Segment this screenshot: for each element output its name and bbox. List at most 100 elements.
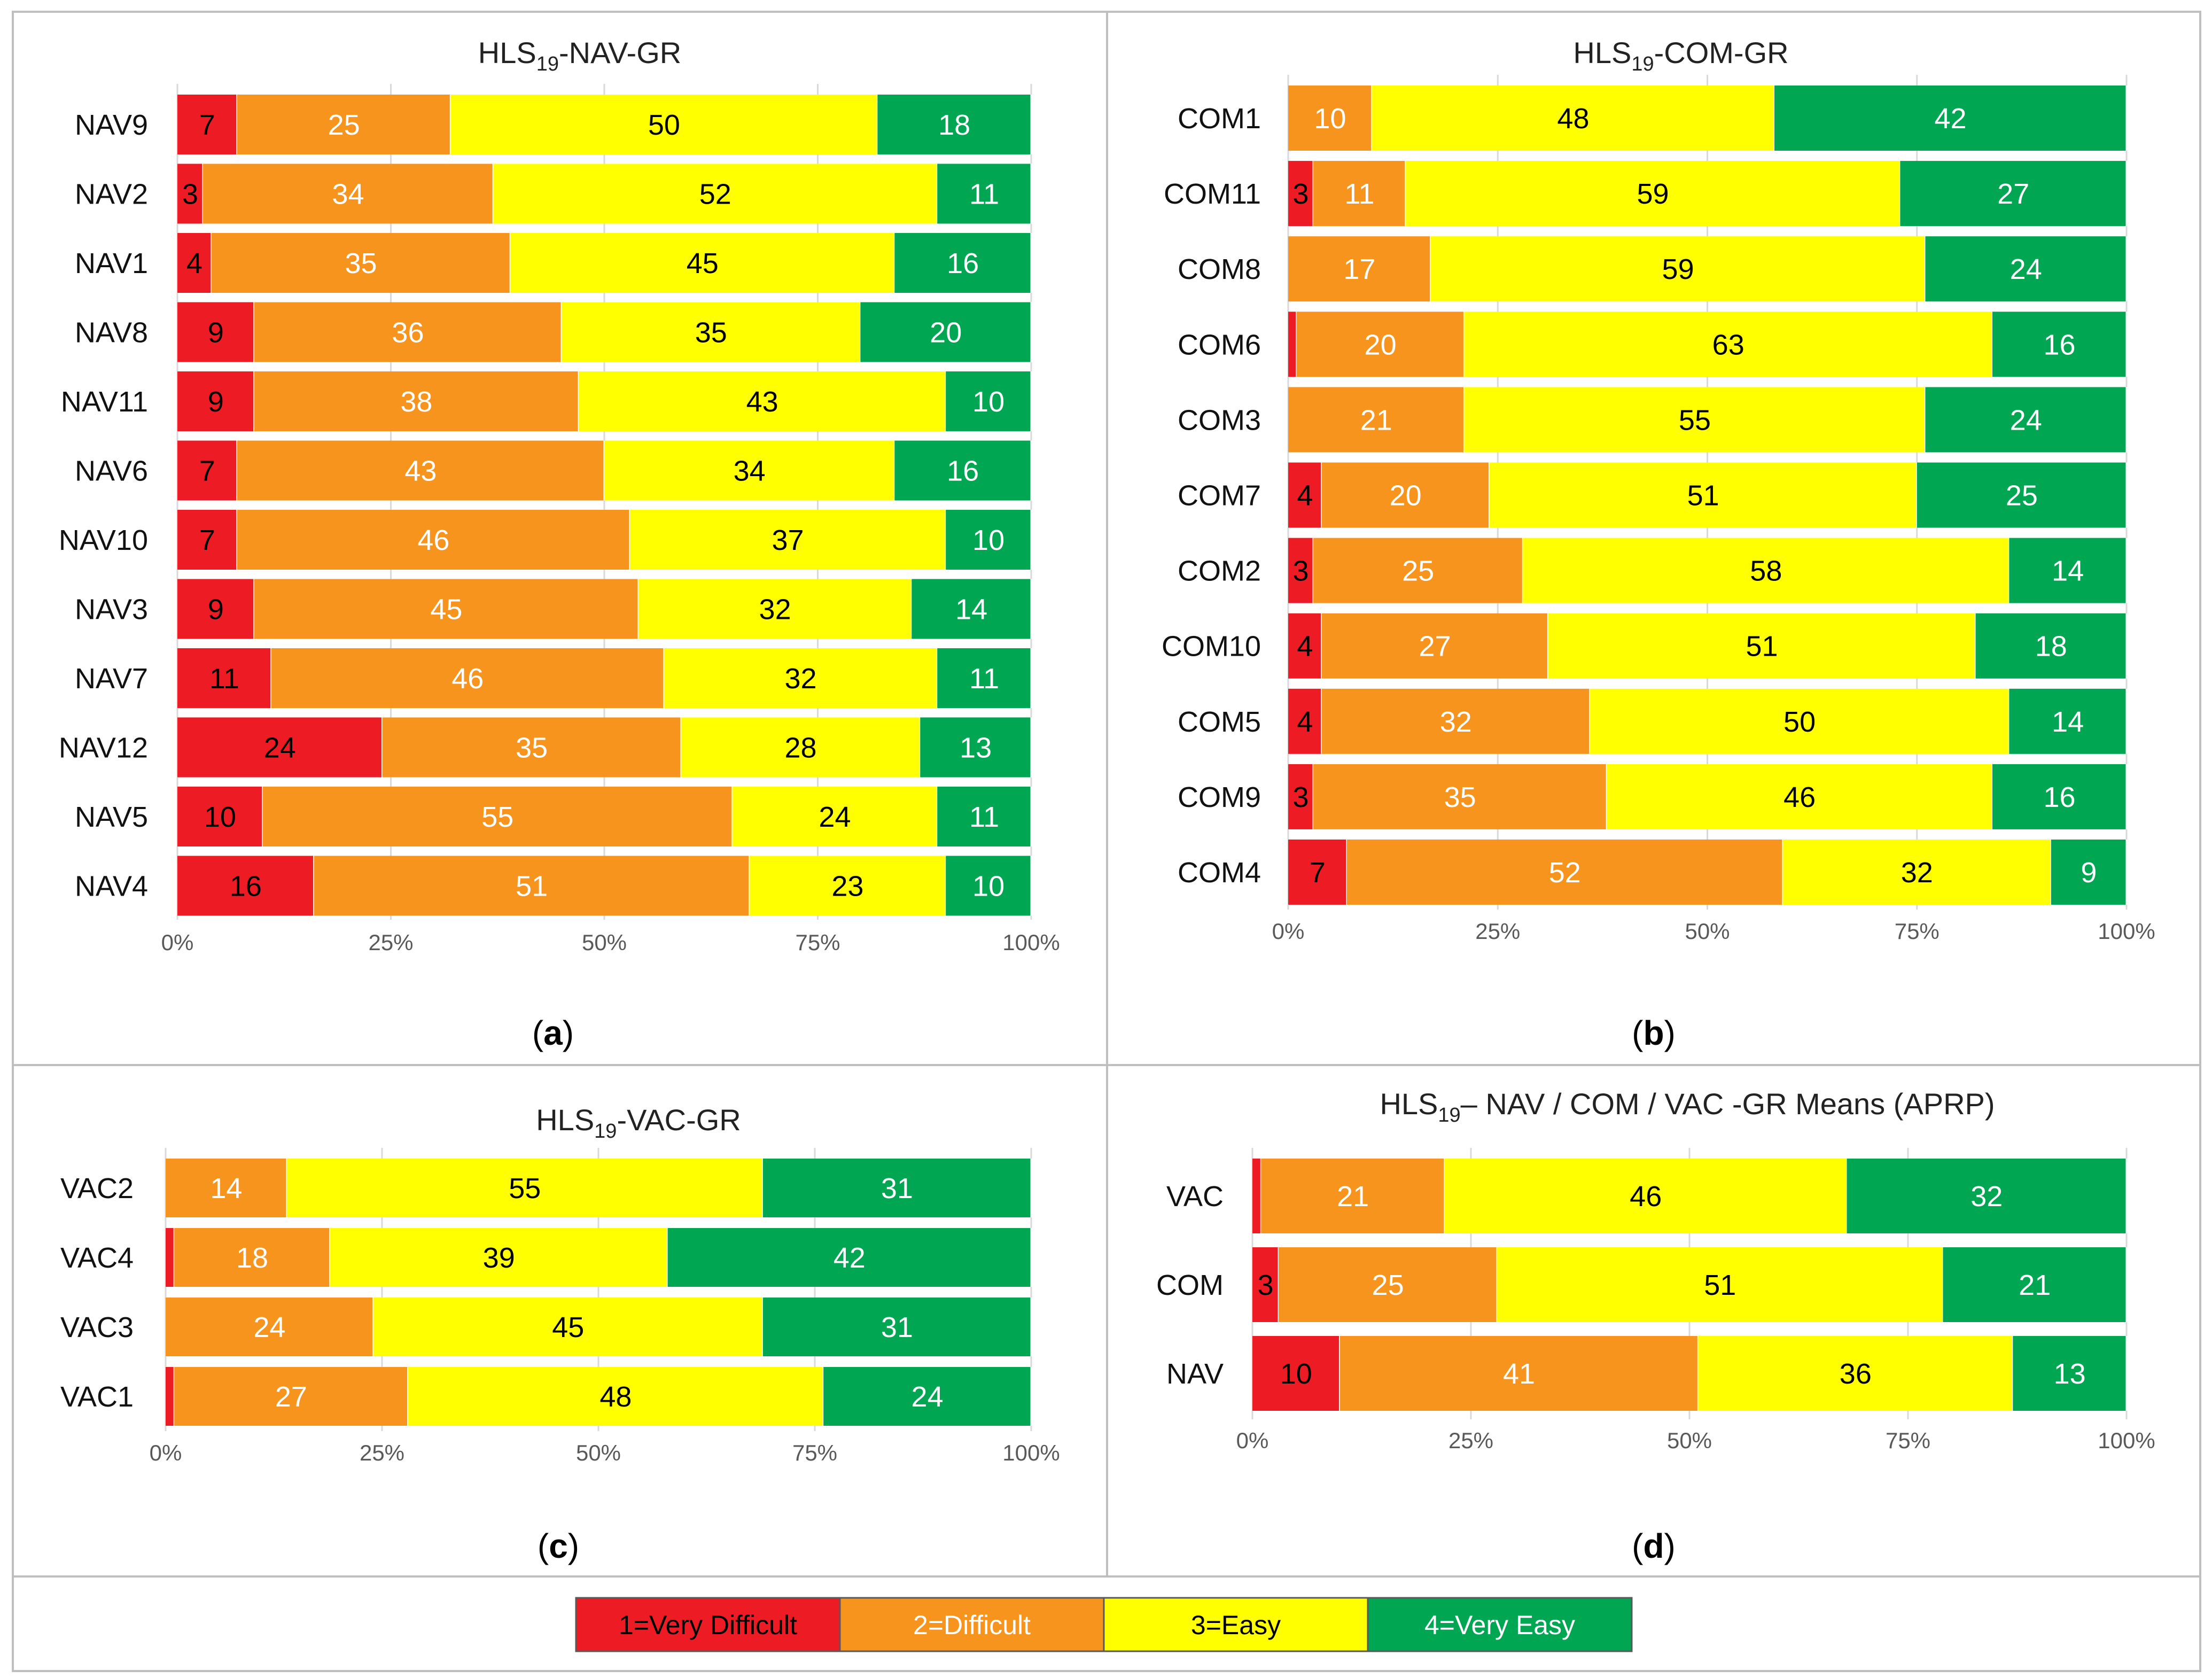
bar-segment — [1279, 1247, 1498, 1322]
bar-segment — [382, 717, 681, 778]
data-label: 4 — [1297, 480, 1313, 512]
data-label: 17 — [1343, 253, 1375, 285]
bar-segment — [762, 1298, 1031, 1356]
data-label: 21 — [2019, 1269, 2051, 1301]
chart-title: HLS19-VAC-GR — [536, 1103, 741, 1143]
panel-label-open: ( — [532, 1014, 543, 1052]
data-label: 52 — [699, 178, 731, 211]
bar-segment — [1288, 462, 1322, 528]
bar-segment — [1296, 312, 1465, 377]
bar-segment — [174, 1367, 408, 1426]
bar-segment — [177, 95, 237, 154]
x-tick-label: 50% — [1667, 1428, 1712, 1453]
data-label: 14 — [2052, 555, 2084, 587]
chart-panel-c: HLS19-VAC-GR 0% 25% 50% 75% 100% VAC2 14 55 31 VAC… — [60, 1103, 1060, 1565]
data-label: 9 — [208, 317, 224, 349]
category-label: COM3 — [1178, 404, 1261, 436]
bar-segment — [177, 233, 212, 293]
bar-segment — [1288, 840, 1347, 905]
category-label: NAV9 — [75, 109, 148, 141]
data-label: 45 — [430, 594, 462, 626]
bar-segment — [1925, 387, 2127, 453]
data-label: 18 — [236, 1242, 268, 1274]
data-label: 4 — [1297, 706, 1313, 738]
bar-segment — [1288, 688, 1322, 754]
data-label: 16 — [2043, 329, 2075, 361]
category-label: COM1 — [1178, 103, 1261, 135]
x-tick-label: 100% — [1002, 930, 1060, 955]
bar-segment — [211, 233, 511, 293]
bar-segment — [946, 371, 1031, 431]
panel-label-close: ) — [563, 1014, 574, 1052]
chart-title-subscript: 19 — [1631, 53, 1654, 75]
bar-segment — [237, 440, 604, 501]
bar-segment — [920, 717, 1031, 778]
data-label: 50 — [1783, 706, 1816, 738]
data-label: 10 — [204, 801, 236, 833]
legend-swatch — [1103, 1597, 1369, 1652]
data-label: 7 — [199, 455, 215, 487]
bar-segment — [1847, 1159, 2127, 1233]
bar-segment — [166, 1228, 175, 1287]
x-tick-label: 25% — [1448, 1428, 1493, 1453]
bar-segment — [177, 164, 203, 224]
panel-borders — [12, 11, 2201, 1672]
category-label: NAV8 — [75, 317, 148, 349]
chart-panel-a: HLS19-NAV-GR 0% 25% 50% 75% 100% NAV9 7 25 50 18 NA… — [59, 36, 1060, 1052]
bar-segment — [946, 510, 1031, 570]
bar-segment — [166, 1367, 175, 1426]
bar-segment — [1548, 613, 1976, 679]
data-label: 14 — [2052, 706, 2084, 738]
bar-segment — [638, 579, 912, 639]
bar-segment — [1774, 86, 2127, 151]
panel-label: (a) — [532, 1014, 574, 1052]
data-label: 48 — [599, 1381, 632, 1413]
bar-segment — [1252, 1247, 1279, 1322]
chart-title-subscript: 19 — [594, 1120, 617, 1143]
data-label: 9 — [2081, 857, 2097, 889]
bar-segment — [1430, 236, 1926, 302]
data-label: 48 — [1557, 103, 1589, 135]
bar-segment — [202, 164, 494, 224]
bar-segment — [510, 233, 895, 293]
bar-segment — [177, 371, 254, 431]
chart-title-rest: -VAC-GR — [617, 1103, 741, 1137]
data-label: 35 — [516, 732, 548, 764]
data-label: 32 — [759, 594, 791, 626]
data-label: 7 — [199, 524, 215, 556]
bar-segment — [1288, 161, 1314, 227]
panel-label-close: ) — [1664, 1014, 1676, 1052]
bar-segment — [314, 856, 750, 916]
data-label: 23 — [831, 871, 863, 903]
category-label: NAV4 — [75, 871, 148, 903]
data-label: 20 — [1365, 329, 1397, 361]
data-label: 24 — [912, 1381, 944, 1413]
bar-segment — [604, 440, 895, 501]
bar-segment — [749, 856, 946, 916]
bar-segment — [667, 1228, 1031, 1287]
panel-label-close: ) — [568, 1527, 579, 1565]
data-label: 35 — [1444, 781, 1476, 813]
data-label: 63 — [1712, 329, 1744, 361]
data-label: 28 — [785, 732, 817, 764]
data-label: 52 — [1549, 857, 1581, 889]
bar-segment — [762, 1159, 1031, 1217]
category-label: COM11 — [1164, 178, 1261, 210]
bar-segment — [177, 510, 237, 570]
panel-label-open: ( — [538, 1527, 549, 1565]
data-label: 32 — [1970, 1180, 2003, 1213]
category-label: COM7 — [1178, 480, 1261, 512]
bar-segment — [732, 787, 938, 846]
chart-panel-d: HLS19– NAV / COM / VAC -GR Means (APRP) 0… — [1156, 1087, 2155, 1565]
category-label: NAV11 — [61, 386, 148, 418]
bar-segment — [1698, 1336, 2013, 1411]
category-label: VAC3 — [60, 1311, 134, 1343]
bar-segment — [1288, 764, 1314, 829]
data-label: 55 — [509, 1172, 541, 1205]
bar-segment — [177, 787, 263, 846]
legend-swatch — [575, 1597, 841, 1652]
data-label: 25 — [1372, 1269, 1404, 1301]
legend-label: 3=Easy — [1191, 1610, 1281, 1640]
bar-segment — [408, 1367, 824, 1426]
data-label: 58 — [1750, 555, 1782, 587]
